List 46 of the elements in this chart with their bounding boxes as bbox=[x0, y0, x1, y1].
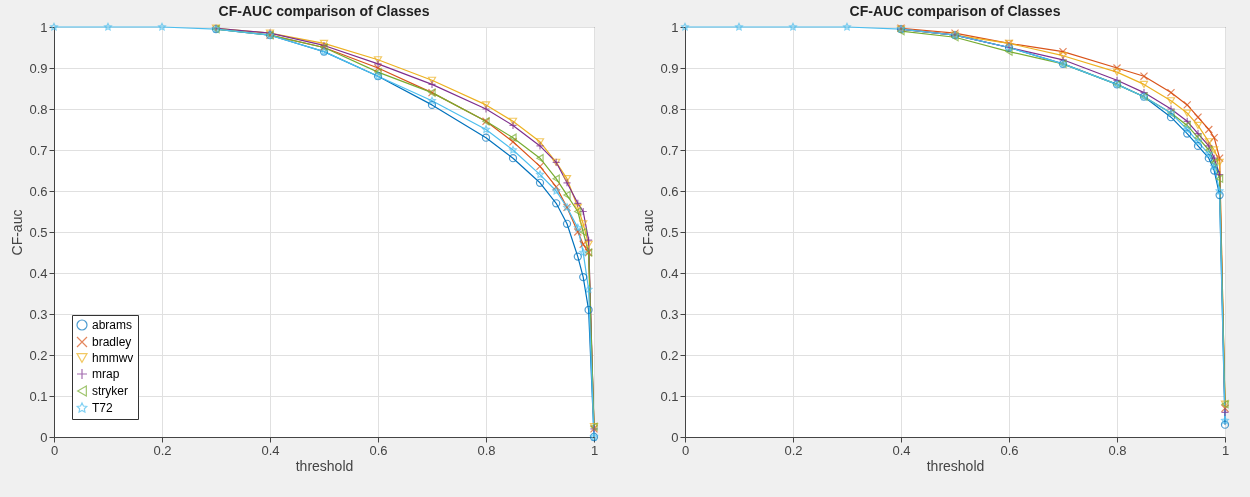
x-axis-title: threshold bbox=[926, 457, 985, 474]
x-tick-label: 0.4 bbox=[892, 442, 911, 458]
y-tick-label: 0.3 bbox=[660, 306, 679, 322]
x-tick-label: 0 bbox=[681, 442, 690, 458]
y-tick-label: 0.8 bbox=[660, 101, 679, 117]
y-tick-label: 0.7 bbox=[660, 142, 679, 158]
x-tick-label: 1 bbox=[1221, 442, 1230, 458]
y-tick-label: 0 bbox=[671, 429, 679, 445]
legend-label: hmmwv bbox=[92, 351, 134, 365]
y-tick-label: 0.5 bbox=[29, 224, 48, 240]
y-tick-label: 0.4 bbox=[29, 265, 48, 281]
x-tick-label: 0 bbox=[50, 442, 59, 458]
y-tick-label: 0.1 bbox=[29, 388, 48, 404]
chart-title: CF-AUC comparison of Classes bbox=[849, 3, 1061, 19]
legend-label: mrap bbox=[92, 367, 120, 381]
x-tick-label: 0.8 bbox=[1108, 442, 1127, 458]
x-tick-label: 0.6 bbox=[369, 442, 388, 458]
y-tick-label: 1 bbox=[40, 19, 48, 35]
y-tick-label: 0.1 bbox=[660, 388, 679, 404]
y-tick-label: 0.9 bbox=[660, 60, 679, 76]
y-tick-label: 1 bbox=[671, 19, 679, 35]
y-axis-title: CF-auc bbox=[640, 209, 657, 256]
y-tick-label: 0.3 bbox=[29, 306, 48, 322]
x-tick-label: 0.8 bbox=[477, 442, 496, 458]
y-tick-label: 0.9 bbox=[29, 60, 48, 76]
y-tick-label: 0.2 bbox=[660, 347, 679, 363]
x-tick-label: 1 bbox=[590, 442, 599, 458]
x-tick-label: 0.6 bbox=[1000, 442, 1019, 458]
y-tick-label: 0.6 bbox=[29, 183, 48, 199]
x-axis-title: threshold bbox=[295, 457, 354, 474]
y-tick-label: 0.8 bbox=[29, 101, 48, 117]
chart-title: CF-AUC comparison of Classes bbox=[218, 3, 430, 19]
x-tick-label: 0.4 bbox=[261, 442, 280, 458]
legend-label: bradley bbox=[92, 335, 132, 349]
y-tick-label: 0.6 bbox=[660, 183, 679, 199]
y-tick-label: 0.4 bbox=[660, 265, 679, 281]
x-tick-label: 0.2 bbox=[153, 442, 172, 458]
y-tick-label: 0 bbox=[40, 429, 48, 445]
y-tick-label: 0.5 bbox=[660, 224, 679, 240]
legend-label: stryker bbox=[92, 384, 128, 398]
legend-label: T72 bbox=[92, 401, 113, 415]
x-tick-label: 0.2 bbox=[784, 442, 803, 458]
y-axis-title: CF-auc bbox=[9, 209, 26, 256]
legend-label: abrams bbox=[92, 318, 133, 332]
y-tick-label: 0.2 bbox=[29, 347, 48, 363]
y-tick-label: 0.7 bbox=[29, 142, 48, 158]
